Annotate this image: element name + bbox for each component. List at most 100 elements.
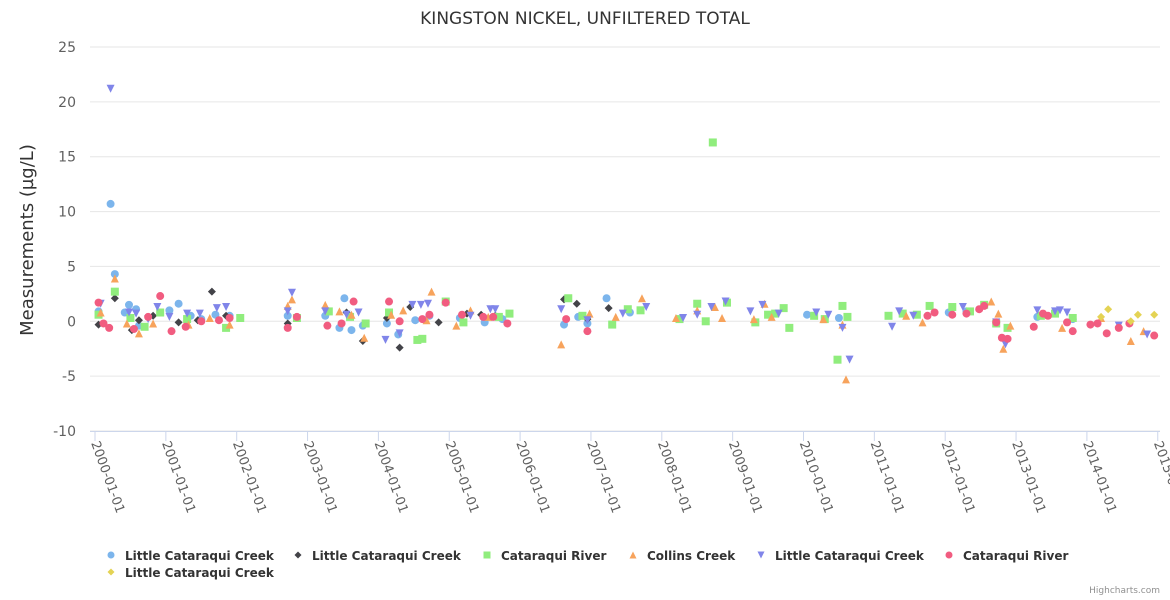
data-point[interactable] [1133,310,1142,319]
data-point[interactable] [385,308,394,317]
data-point[interactable] [105,323,114,332]
data-point[interactable] [479,312,488,321]
legend-label[interactable]: Cataraqui River [963,549,1068,563]
data-point[interactable] [693,299,702,308]
data-point[interactable] [707,303,716,312]
data-point[interactable] [503,319,512,328]
data-point[interactable] [1006,321,1015,330]
legend-label[interactable]: Little Cataraqui Creek [775,549,925,563]
data-point[interactable] [132,309,141,318]
legend-item[interactable]: Little Cataraqui Creek [294,549,462,563]
data-point[interactable] [845,355,854,364]
data-point[interactable] [918,318,927,327]
data-point[interactable] [283,323,292,332]
data-point[interactable] [1104,305,1113,314]
data-point[interactable] [195,309,204,318]
data-point[interactable] [965,307,974,316]
data-point[interactable] [323,321,332,330]
legend-item[interactable]: Little Cataraqui Creek [757,549,925,563]
data-point[interactable] [679,313,688,322]
data-point[interactable] [427,287,436,296]
data-point[interactable] [562,315,571,324]
data-point[interactable] [1102,329,1111,338]
data-point[interactable] [96,308,105,317]
data-point[interactable] [126,313,135,322]
data-point[interactable] [361,319,370,328]
legend-label[interactable]: Little Cataraqui Creek [312,549,462,563]
data-point[interactable] [214,316,223,325]
data-point[interactable] [708,138,717,147]
data-point[interactable] [693,310,702,319]
data-point[interactable] [441,298,450,307]
data-point[interactable] [205,313,214,322]
data-point[interactable] [222,303,231,312]
legend-symbol-icon[interactable] [629,551,637,559]
legend-symbol-icon[interactable] [107,568,115,576]
data-point[interactable] [618,309,627,318]
data-point[interactable] [909,311,918,320]
data-point[interactable] [349,297,358,306]
data-point[interactable] [110,270,119,279]
data-point[interactable] [767,312,776,321]
data-point[interactable] [94,298,103,307]
legend-item[interactable]: Little Cataraqui Creek [107,549,275,563]
data-point[interactable] [434,318,443,327]
data-point[interactable] [902,311,911,320]
data-point[interactable] [183,315,192,324]
credits-link[interactable]: Highcharts.com [1089,586,1160,596]
data-point[interactable] [721,297,730,306]
data-point[interactable] [671,313,680,322]
data-point[interactable] [395,343,404,352]
data-point[interactable] [489,312,498,321]
data-point[interactable] [819,315,828,324]
legend-item[interactable]: Collins Creek [629,549,737,563]
legend-item[interactable]: Little Cataraqui Creek [107,566,275,580]
data-point[interactable] [459,318,468,327]
data-point[interactable] [1003,334,1012,343]
data-point[interactable] [425,310,434,319]
data-point[interactable] [803,310,812,319]
data-point[interactable] [387,310,396,319]
data-point[interactable] [153,303,162,312]
data-point[interactable] [458,310,467,319]
data-point[interactable] [1150,331,1159,340]
data-point[interactable] [197,317,206,326]
data-point[interactable] [843,312,852,321]
data-point[interactable] [1043,311,1052,320]
data-point[interactable] [418,334,427,343]
data-point[interactable] [838,323,847,332]
data-point[interactable] [385,297,394,306]
data-point[interactable] [948,310,957,319]
data-point[interactable] [174,318,183,327]
data-point[interactable] [340,294,349,303]
data-point[interactable] [572,299,581,308]
data-point[interactable] [611,312,620,321]
data-point[interactable] [749,315,758,324]
data-point[interactable] [1068,313,1077,322]
legend-label[interactable]: Little Cataraqui Creek [125,549,275,563]
data-point[interactable] [418,315,427,324]
legend-symbol-icon[interactable] [945,551,953,559]
data-point[interactable] [824,310,833,319]
data-point[interactable] [183,309,192,318]
data-point[interactable] [1126,317,1135,326]
data-point[interactable] [1051,307,1060,316]
data-point[interactable] [1126,337,1135,346]
data-point[interactable] [491,305,500,314]
data-point[interactable] [181,322,190,331]
legend-label[interactable]: Cataraqui River [501,549,606,563]
data-point[interactable] [1029,322,1038,331]
data-point[interactable] [382,319,391,328]
data-point[interactable] [948,303,957,312]
data-point[interactable] [962,309,971,318]
data-point[interactable] [838,301,847,310]
data-point[interactable] [324,307,333,316]
data-point[interactable] [884,311,893,320]
data-point[interactable] [110,294,119,303]
data-point[interactable] [347,326,356,335]
data-point[interactable] [675,315,684,324]
data-point[interactable] [623,305,632,314]
data-point[interactable] [125,300,134,309]
data-point[interactable] [411,316,420,325]
data-point[interactable] [283,311,292,320]
